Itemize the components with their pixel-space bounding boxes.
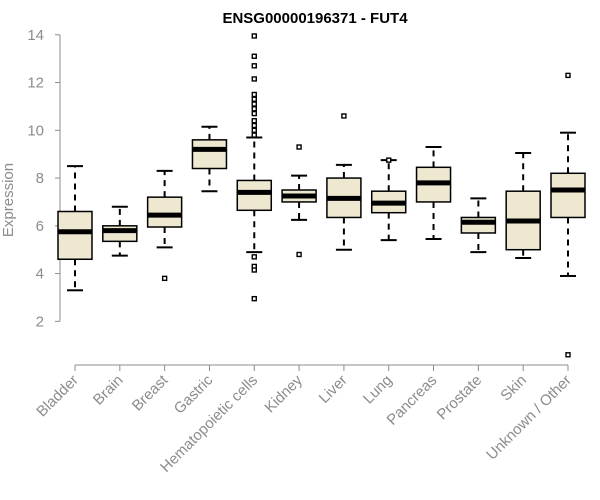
iqr-box xyxy=(236,179,273,212)
iqr-box xyxy=(191,139,228,170)
outlier-point xyxy=(251,122,257,129)
x-tick-label: Breast xyxy=(129,371,172,414)
outlier-point xyxy=(251,63,257,69)
x-tick-label: Prostate xyxy=(434,372,486,424)
outlier-point xyxy=(251,91,257,98)
y-tick-label: 14 xyxy=(27,27,44,44)
y-tick-label: 4 xyxy=(36,266,44,283)
y-tick-label: 10 xyxy=(27,122,44,139)
outlier-point xyxy=(251,127,257,133)
x-tick-label: Brain xyxy=(90,372,127,409)
y-axis: 2 4 6 8 10 12 14 xyxy=(27,27,61,330)
y-tick-label: 2 xyxy=(36,313,44,330)
x-tick-label: Liver xyxy=(316,372,351,407)
outlier-point xyxy=(251,101,257,107)
outlier-point xyxy=(386,157,392,163)
outlier-point xyxy=(565,352,571,358)
x-tick-label: Bladder xyxy=(33,372,82,421)
y-tick-label: 8 xyxy=(36,170,44,187)
outlier-point xyxy=(161,275,168,282)
outlier-point xyxy=(251,53,257,59)
box-9 xyxy=(460,197,497,254)
box-11 xyxy=(550,72,586,358)
outlier-point xyxy=(251,267,257,273)
outlier-point xyxy=(251,132,257,138)
outlier-point xyxy=(341,113,347,119)
y-tick-label: 12 xyxy=(27,75,44,92)
box-6 xyxy=(326,113,362,251)
box-10 xyxy=(505,151,541,260)
iqr-box xyxy=(57,210,93,261)
boxes-group xyxy=(57,33,586,358)
outlier-point xyxy=(251,106,257,112)
box-1 xyxy=(102,205,138,257)
outlier-point xyxy=(251,254,257,260)
y-axis-label: Expression xyxy=(0,163,17,237)
chart-title: ENSG00000196371 - FUT4 xyxy=(222,10,408,27)
outlier-point xyxy=(296,144,302,150)
x-tick-label: Unknown / Other xyxy=(483,372,575,464)
box-0 xyxy=(57,165,93,292)
outlier-point xyxy=(565,72,571,79)
box-2 xyxy=(146,169,183,282)
box-5 xyxy=(281,144,317,258)
x-tick-label: Kidney xyxy=(261,371,306,416)
box-4 xyxy=(236,33,273,302)
box-7 xyxy=(370,157,407,242)
outlier-point xyxy=(251,76,257,82)
outlier-point xyxy=(251,295,257,302)
y-tick-label: 6 xyxy=(36,218,44,235)
iqr-box xyxy=(550,172,586,219)
box-8 xyxy=(415,146,452,240)
outlier-point xyxy=(251,96,257,102)
outlier-point xyxy=(296,251,302,258)
outlier-point xyxy=(251,33,257,39)
outlier-point xyxy=(251,110,257,117)
box-3 xyxy=(191,125,228,193)
x-tick-label: Lung xyxy=(360,372,396,408)
outlier-point xyxy=(251,118,257,124)
iqr-box xyxy=(146,196,183,228)
x-tick-label: Skin xyxy=(497,372,530,405)
